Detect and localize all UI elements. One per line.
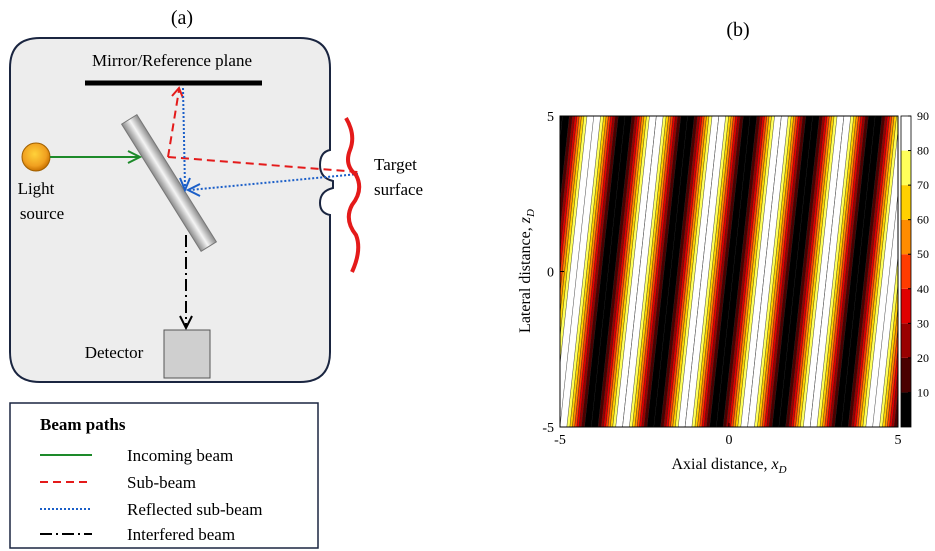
- fringe-band: [476, 116, 512, 427]
- y-axis-label: Lateral distance, zD: [517, 209, 537, 333]
- colorbar-tick-label: 40: [917, 282, 929, 296]
- legend-label: Reflected sub-beam: [127, 500, 262, 519]
- y-tick-label: -5: [542, 421, 554, 436]
- panel-label: (b): [726, 19, 749, 41]
- label-text: Axial distance,: [671, 456, 771, 473]
- colorbar-tick-label: 10: [917, 385, 929, 399]
- colorbar-segment: [901, 254, 911, 289]
- y-tick-label: 0: [547, 266, 554, 281]
- fringe-band: [918, 116, 935, 427]
- fringe-band: [894, 116, 931, 427]
- fringe-band: [483, 116, 519, 427]
- fringe-band: [925, 116, 935, 427]
- fringe-band: [916, 116, 935, 427]
- contour-plot: [435, 116, 935, 427]
- fringe-band: [921, 116, 935, 427]
- colorbar-tick-label: 30: [917, 316, 929, 330]
- fringe-band: [459, 116, 500, 427]
- colorbar-tick-label: 50: [917, 247, 929, 261]
- fringe-band: [456, 116, 493, 427]
- colorbar-segment: [901, 392, 911, 427]
- fringe-band: [445, 116, 481, 427]
- light-source: [22, 143, 50, 171]
- legend-label: Interfered beam: [127, 525, 235, 544]
- label-subscript: D: [778, 464, 787, 476]
- source-label: source: [20, 204, 64, 223]
- mirror-label: Mirror/Reference plane: [92, 51, 252, 70]
- x-tick-label: 5: [895, 433, 902, 448]
- fringe-band: [454, 116, 490, 427]
- colorbar-segment: [901, 116, 911, 151]
- legend-label: Incoming beam: [127, 446, 233, 465]
- x-tick-label: 0: [726, 433, 733, 448]
- fringe-band: [911, 116, 935, 427]
- fringe-band: [473, 116, 510, 427]
- legend-label: Sub-beam: [127, 473, 196, 492]
- fringe-band: [466, 116, 507, 427]
- colorbar-segment: [901, 151, 911, 186]
- colorbar-segment: [901, 289, 911, 324]
- y-tick-label: 5: [547, 110, 554, 125]
- target-surface: [346, 118, 359, 272]
- panel-label: (a): [171, 7, 193, 29]
- colorbar-segment: [901, 358, 911, 393]
- colorbar-tick-label: 20: [917, 351, 929, 365]
- colorbar-segment: [901, 323, 911, 358]
- x-axis-label: Axial distance, xD: [671, 456, 786, 476]
- label-text: Lateral distance,: [517, 223, 534, 333]
- colorbar-tick-label: 90: [917, 109, 929, 123]
- colorbar-tick-label: 80: [917, 144, 929, 158]
- colorbar-tick-label: 60: [917, 213, 929, 227]
- fringe-band: [914, 116, 935, 427]
- fringe-band: [442, 116, 479, 427]
- colorbar-tick-label: 70: [917, 178, 929, 192]
- detector: [164, 330, 210, 378]
- colorbar-segment: [901, 220, 911, 255]
- fringe-band: [435, 116, 476, 427]
- figure: (a) Mirror/Reference plane Light source …: [0, 0, 935, 551]
- fringe-band: [449, 116, 485, 427]
- fringe-band: [452, 116, 488, 427]
- fringe-band: [481, 116, 517, 427]
- target-label: Target: [374, 155, 417, 174]
- fringe-band: [928, 116, 935, 427]
- colorbar-segment: [901, 185, 911, 220]
- label-symbol: x: [770, 456, 778, 473]
- x-tick-label: -5: [554, 433, 566, 448]
- source-label: Light: [18, 179, 55, 198]
- target-label: surface: [374, 180, 423, 199]
- fringe-band: [447, 116, 483, 427]
- legend-title: Beam paths: [40, 415, 126, 434]
- label-subscript: D: [525, 209, 537, 218]
- fringe-band: [923, 116, 935, 427]
- detector-label: Detector: [85, 343, 144, 362]
- fringe-band: [478, 116, 514, 427]
